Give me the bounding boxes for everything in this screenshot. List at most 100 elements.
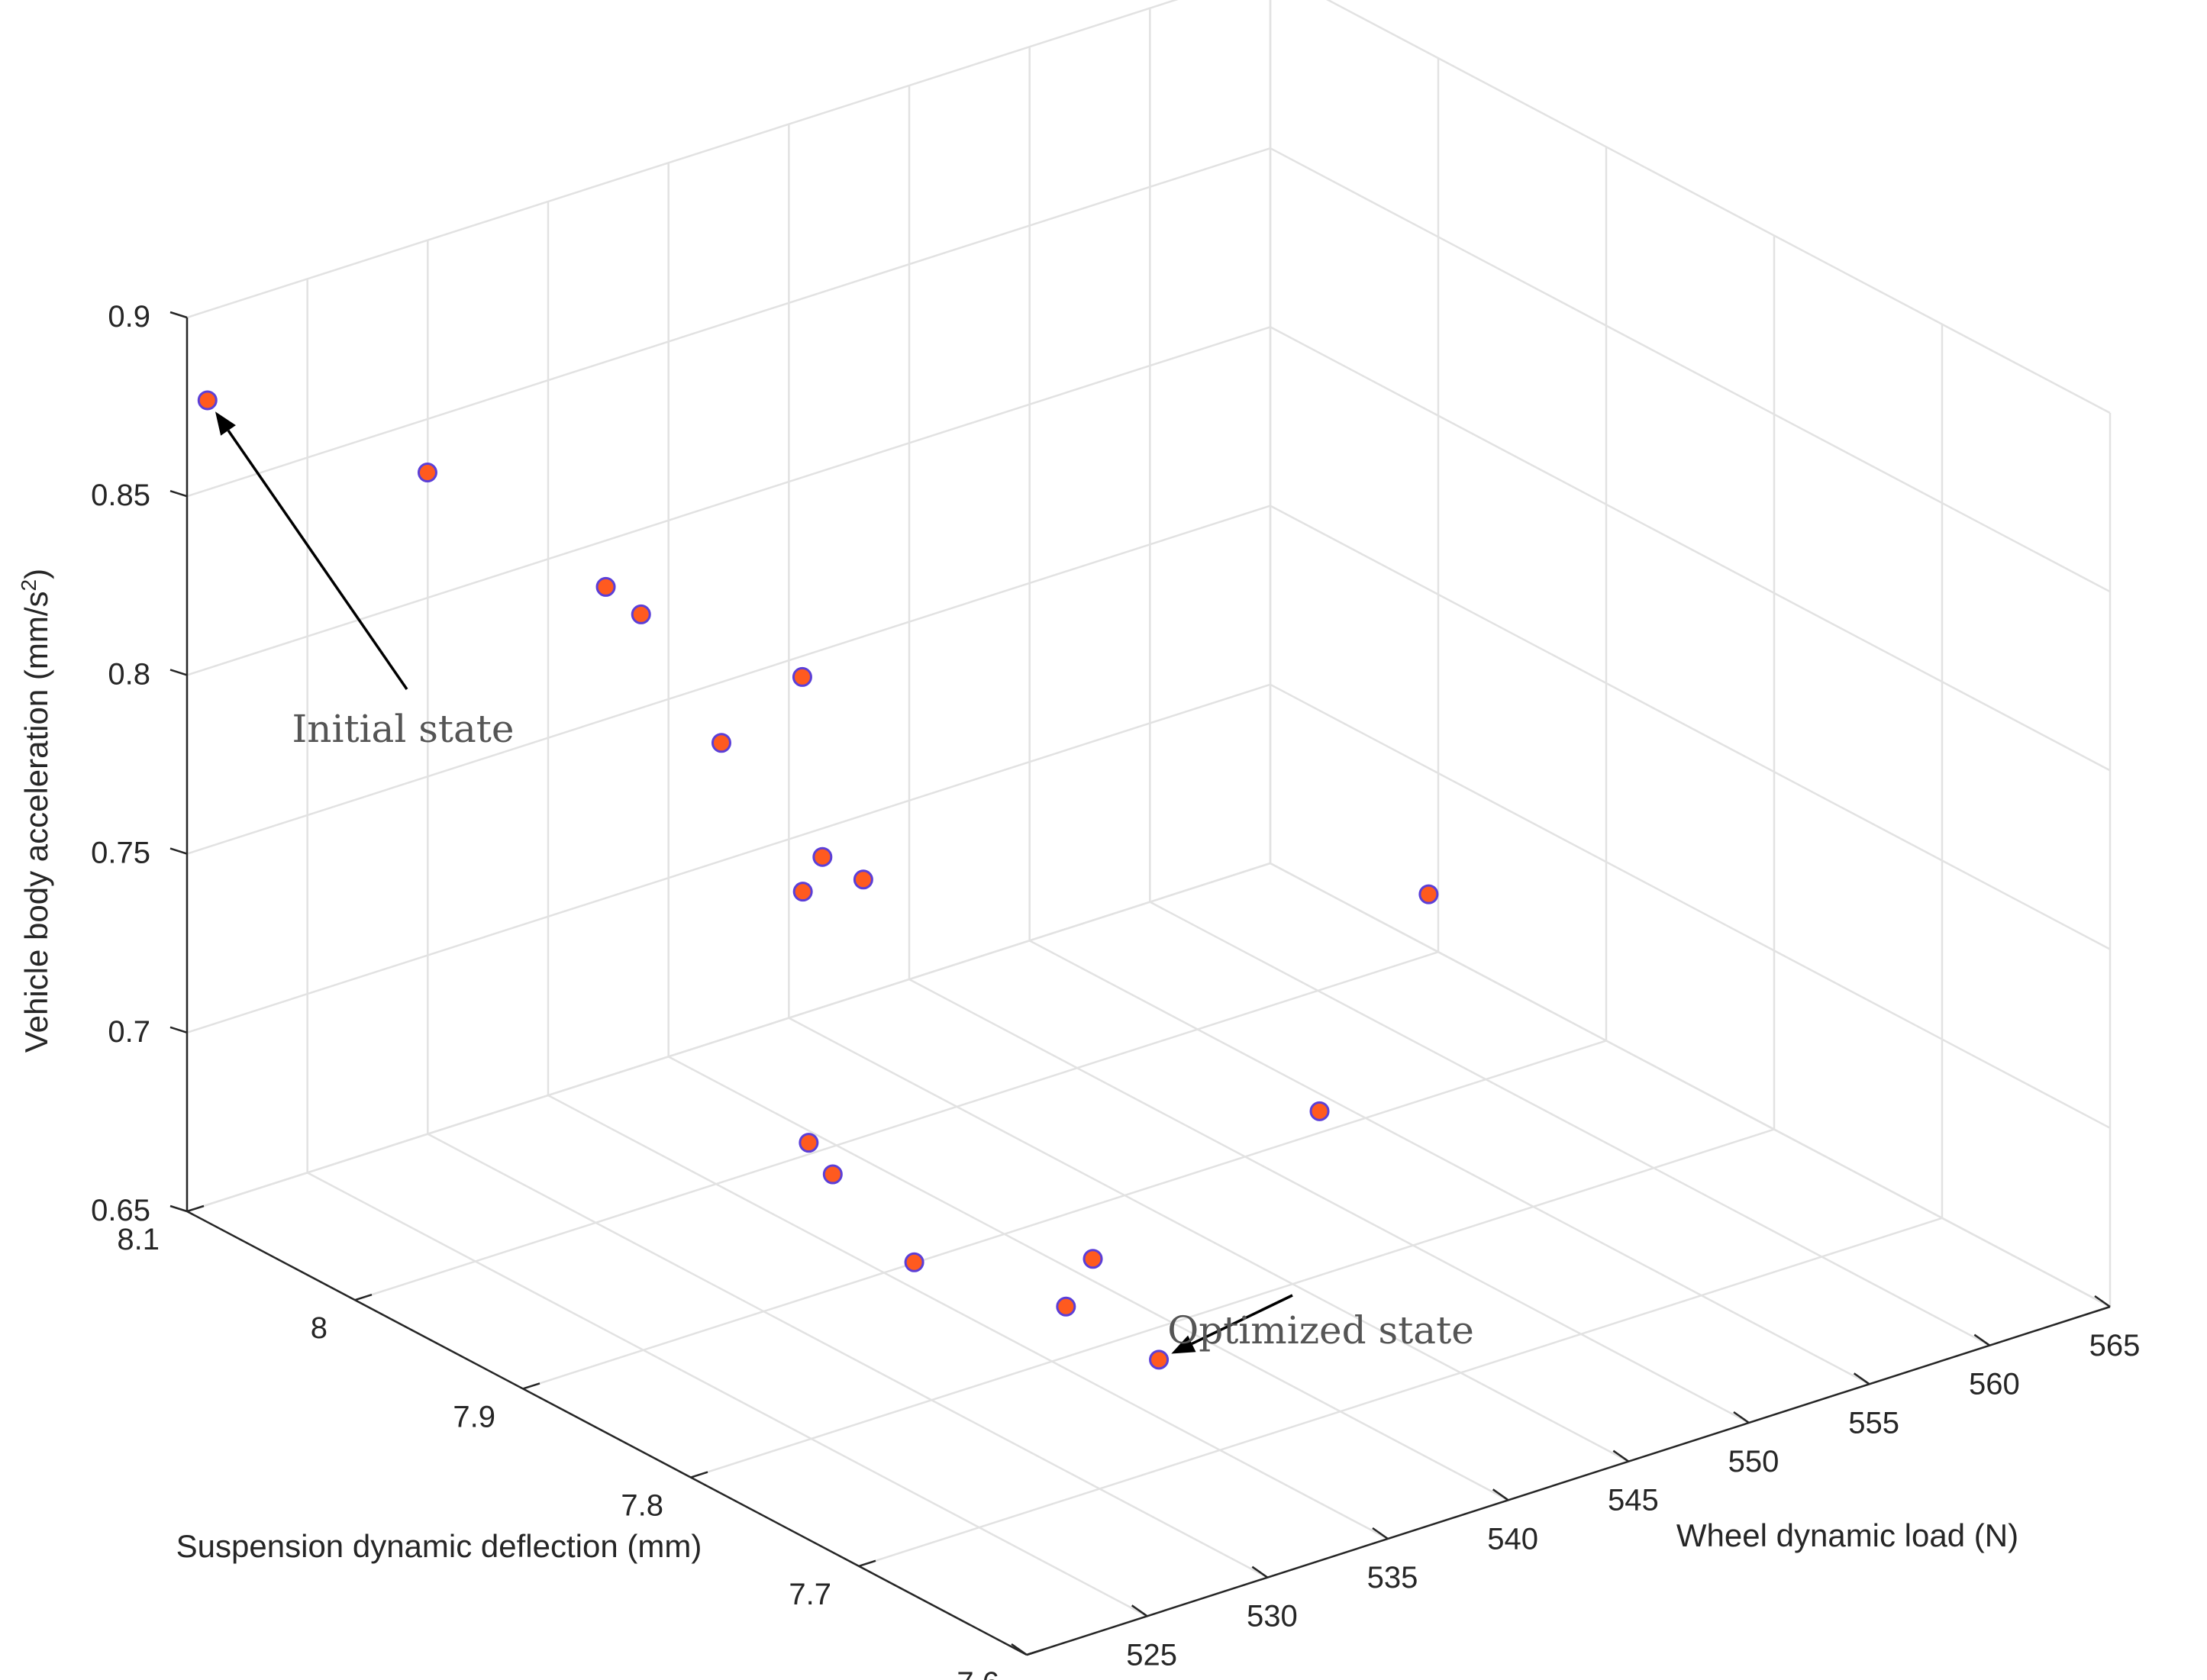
- x-tick-label: 555: [1848, 1406, 1899, 1440]
- z-tick-mark: [169, 311, 188, 319]
- x-tick-label: 520: [1006, 1677, 1057, 1680]
- z-axis-label: Vehicle body acceleration (mm/s2): [17, 569, 55, 1053]
- y-tick-label: 7.8: [621, 1489, 663, 1523]
- floor-gridline-x: [1149, 901, 1990, 1346]
- y-tick-label: 7.6: [957, 1666, 999, 1680]
- z-tick-mark: [169, 1204, 188, 1213]
- x-axis-line: [1026, 1305, 2111, 1656]
- data-point: [792, 882, 813, 902]
- floor-gridline-x: [668, 1056, 1509, 1501]
- y-tick-label: 8.1: [117, 1223, 160, 1256]
- x-tick-mark: [1612, 1449, 1630, 1462]
- side-wall-gridline-z: [1270, 326, 2111, 772]
- z-tick-label: 0.85: [91, 479, 150, 512]
- z-tick-label: 0.65: [91, 1194, 150, 1227]
- x-tick-mark: [2094, 1295, 2111, 1308]
- x-tick-label: 535: [1367, 1561, 1418, 1595]
- side-wall-gridline-z: [1270, 862, 2111, 1308]
- grid-layer: [186, 0, 2112, 1656]
- data-point: [417, 463, 437, 483]
- data-point: [822, 1164, 843, 1185]
- x-tick-mark: [1372, 1527, 1389, 1540]
- y-tick-mark: [522, 1382, 540, 1390]
- floor-gridline-x: [788, 1017, 1629, 1462]
- floor-gridline-y: [354, 951, 1439, 1301]
- z-tick-label: 0.8: [108, 657, 150, 691]
- x-tick-mark: [1973, 1333, 1991, 1346]
- data-point: [631, 604, 651, 624]
- x-tick-label: 545: [1608, 1484, 1659, 1517]
- annotation-arrowhead: [215, 411, 236, 436]
- x-tick-label: 550: [1728, 1445, 1779, 1478]
- floor-gridline-x: [547, 1094, 1389, 1540]
- z-tick-mark: [169, 1026, 188, 1033]
- z-tick-mark: [169, 669, 188, 676]
- y-tick-label: 8: [311, 1311, 328, 1345]
- z-tick-label: 0.75: [91, 837, 150, 870]
- x-tick-mark: [1251, 1566, 1269, 1578]
- annotation-label: Optimized state: [1167, 1308, 1474, 1353]
- y-tick-mark: [1026, 1648, 1044, 1656]
- side-wall-gridline-z: [1270, 147, 2111, 593]
- back-wall-gridline-z: [186, 326, 1271, 676]
- y-tick-mark: [186, 1204, 205, 1213]
- data-point: [799, 1133, 819, 1153]
- back-wall-gridline-z: [186, 683, 1271, 1033]
- side-wall-gridline-z: [1326, 0, 2111, 414]
- annotation-layer: Initial state Optimized state: [215, 411, 1474, 1354]
- back-wall-gridline-z: [186, 147, 1271, 498]
- side-wall-gridline-z: [1270, 683, 2111, 1129]
- x-tick-mark: [1733, 1411, 1750, 1424]
- y-tick-mark: [858, 1559, 876, 1567]
- data-point: [197, 390, 218, 411]
- y-tick-mark: [354, 1294, 373, 1301]
- floor-gridline-x: [427, 1133, 1268, 1578]
- z-tick-mark: [169, 847, 188, 855]
- annotation-arrow-line: [227, 429, 408, 690]
- annotation-arrowhead: [1171, 1335, 1196, 1354]
- data-point: [904, 1252, 924, 1272]
- z-tick-label: 0.7: [108, 1015, 150, 1049]
- axis-layer: 520 525 530 535 540 545 550 555 560 565 7.6 7.7 7.8 7…: [91, 300, 2140, 1680]
- data-point: [792, 666, 812, 687]
- back-wall-gridline-z: [186, 0, 1179, 319]
- y-axis-label: Suspension dynamic deflection (mm): [176, 1528, 702, 1564]
- data-point: [711, 733, 731, 753]
- x-tick-label: 540: [1487, 1522, 1538, 1556]
- y-tick-label: 7.9: [453, 1400, 495, 1433]
- x-tick-mark: [1492, 1488, 1509, 1501]
- data-point: [812, 846, 833, 867]
- x-tick-mark: [1853, 1372, 1870, 1385]
- x-tick-mark: [1131, 1604, 1148, 1617]
- floor-gridline-x: [307, 1172, 1148, 1617]
- x-tick-label: 530: [1247, 1600, 1298, 1633]
- x-tick-mark: [1011, 1643, 1028, 1656]
- data-points: [197, 390, 1439, 1370]
- floor-gridline-y: [690, 1128, 1775, 1478]
- floor-gridline-y: [858, 1217, 1943, 1567]
- x-tick-label: 560: [1969, 1368, 2020, 1401]
- annotation-arrow-line: [1191, 1294, 1293, 1346]
- data-point: [1418, 884, 1439, 904]
- floor-gridline-y: [522, 1040, 1607, 1390]
- annotation-label: Initial state: [292, 707, 515, 751]
- data-point: [1309, 1101, 1330, 1121]
- data-point: [595, 576, 616, 597]
- floor-gridline-x: [1029, 940, 1870, 1385]
- data-point: [1149, 1349, 1170, 1370]
- data-point: [1056, 1296, 1076, 1317]
- floor-gridline-x: [908, 978, 1750, 1424]
- back-wall-gridline-z: [186, 862, 1271, 1213]
- back-wall-gridline-z: [186, 505, 1271, 855]
- y-tick-mark: [690, 1471, 708, 1478]
- y-axis-line: [186, 1210, 1028, 1656]
- x-tick-label: 565: [2089, 1329, 2141, 1362]
- side-wall-gridline-z: [1270, 505, 2111, 950]
- z-tick-label: 0.9: [108, 300, 150, 334]
- data-point: [1083, 1249, 1103, 1269]
- y-tick-label: 7.7: [789, 1578, 831, 1611]
- x-axis-label: Wheel dynamic load (N): [1676, 1517, 2018, 1553]
- z-tick-mark: [169, 490, 188, 498]
- data-point: [853, 869, 873, 890]
